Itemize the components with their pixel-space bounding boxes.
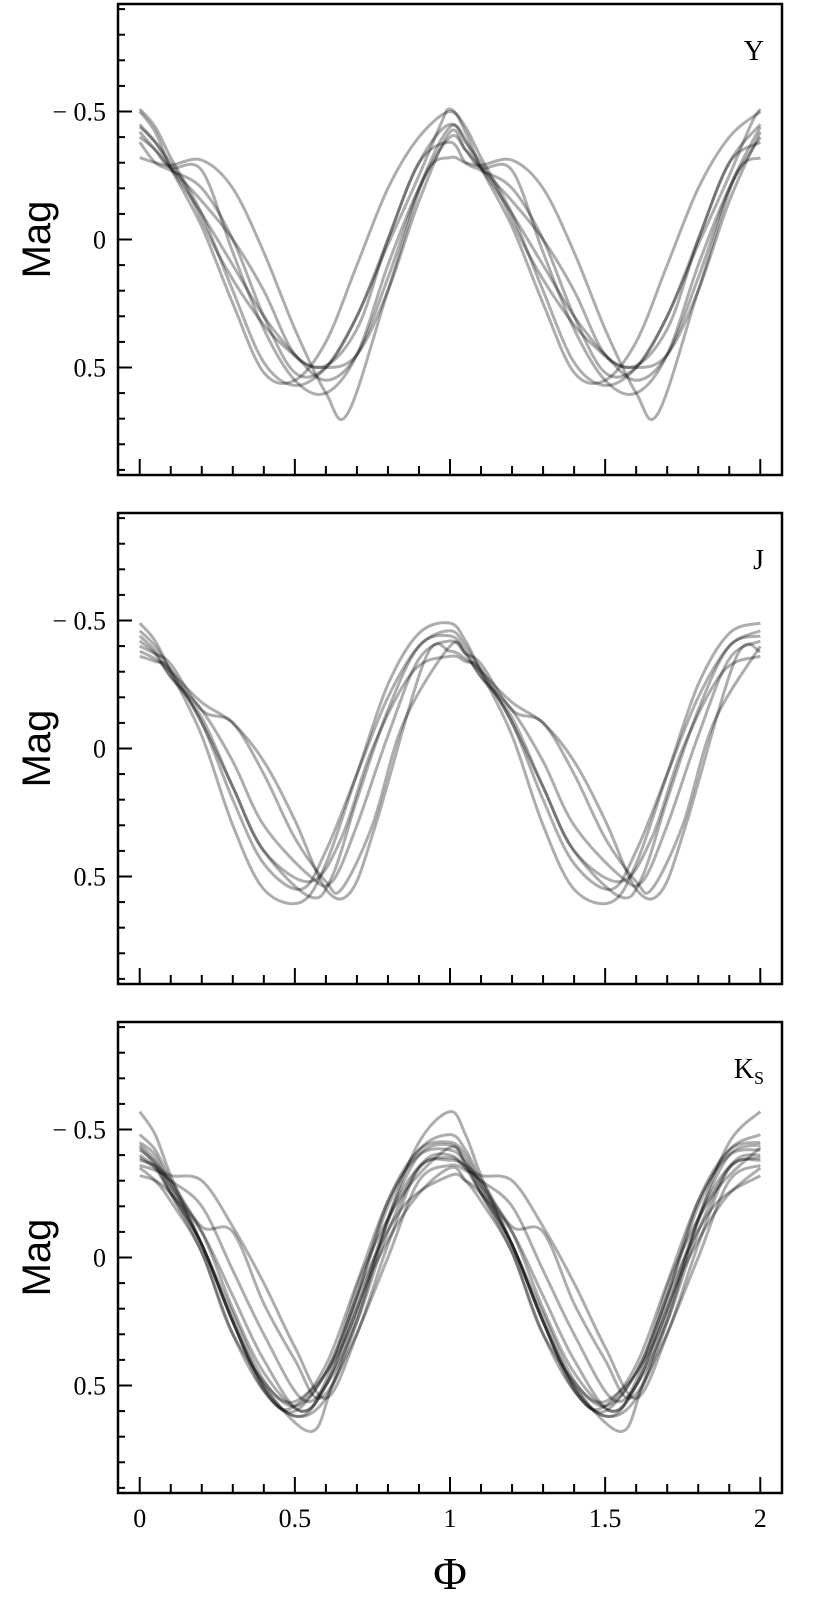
light-curve-series-6 [138,1156,761,1404]
y-tick-label: − 0.5 [52,98,106,127]
light-curve-series-3 [138,128,762,370]
light-curve-series-0 [138,621,761,906]
x-tick-label: 1 [444,1504,457,1533]
y-axis-label: Mag [15,710,59,788]
y-tick-label: − 0.5 [52,607,106,636]
y-tick-label: 0 [93,1244,106,1273]
y-tick-label: 0 [93,226,106,255]
light-curve-series-11 [138,1145,762,1414]
panel-2: − 0.5 0 0.5 0 0.5 1 1.5 2 Mag KS Φ [15,1020,784,1599]
y-axis-label: Mag [15,1219,59,1297]
y-tick-label: 0 [93,735,106,764]
panel-1: − 0.5 0 0.5 Mag J [15,511,784,986]
light-curve-series-0 [138,1110,762,1419]
light-curve-series-4 [138,1147,761,1412]
light-curve-series-3 [138,1142,761,1413]
light-curve-series-0 [138,107,762,387]
band-label: KS [734,1054,764,1088]
light-curve-series-2 [138,633,761,900]
light-curve-series-8 [139,1163,761,1400]
x-tick-label: 2 [754,1504,767,1533]
band-label: J [753,545,764,576]
x-tick-label: 0.5 [279,1504,312,1533]
light-curve-series-9 [138,1165,762,1404]
light-curve-series-10 [139,1172,762,1413]
y-tick-label: 0.5 [74,353,107,382]
y-axis-label: Mag [15,201,59,279]
panel-0: − 0.5 0 0.5 Mag Y [15,2,784,477]
x-tick-label: 1.5 [589,1504,622,1533]
y-tick-label: 0.5 [74,1371,107,1400]
y-tick-label: 0.5 [74,862,107,891]
light-curve-series-1 [138,110,762,385]
band-label: Y [744,36,764,67]
light-curve-series-5 [139,642,761,901]
light-curve-series-1 [138,629,761,891]
light-curve-series-4 [139,640,762,895]
light-curve-series-5 [138,140,762,379]
light-curve-series-7 [139,1157,761,1400]
light-curve-series-1 [138,1133,761,1408]
x-axis-label: Φ [433,1548,467,1599]
light-curve-series-6 [139,155,762,422]
light-curve-series-2 [138,123,762,382]
light-curve-series-6 [139,654,761,884]
x-tick-label: 0 [133,1504,146,1533]
light-curve-series-5 [138,1152,761,1434]
light-curve-series-7 [138,122,762,370]
light-curve-series-4 [138,134,762,396]
y-tick-label: − 0.5 [52,1116,106,1145]
light-curve-series-3 [138,639,762,888]
light-curve-series-2 [138,1140,761,1418]
plot-frame [116,1020,784,1495]
